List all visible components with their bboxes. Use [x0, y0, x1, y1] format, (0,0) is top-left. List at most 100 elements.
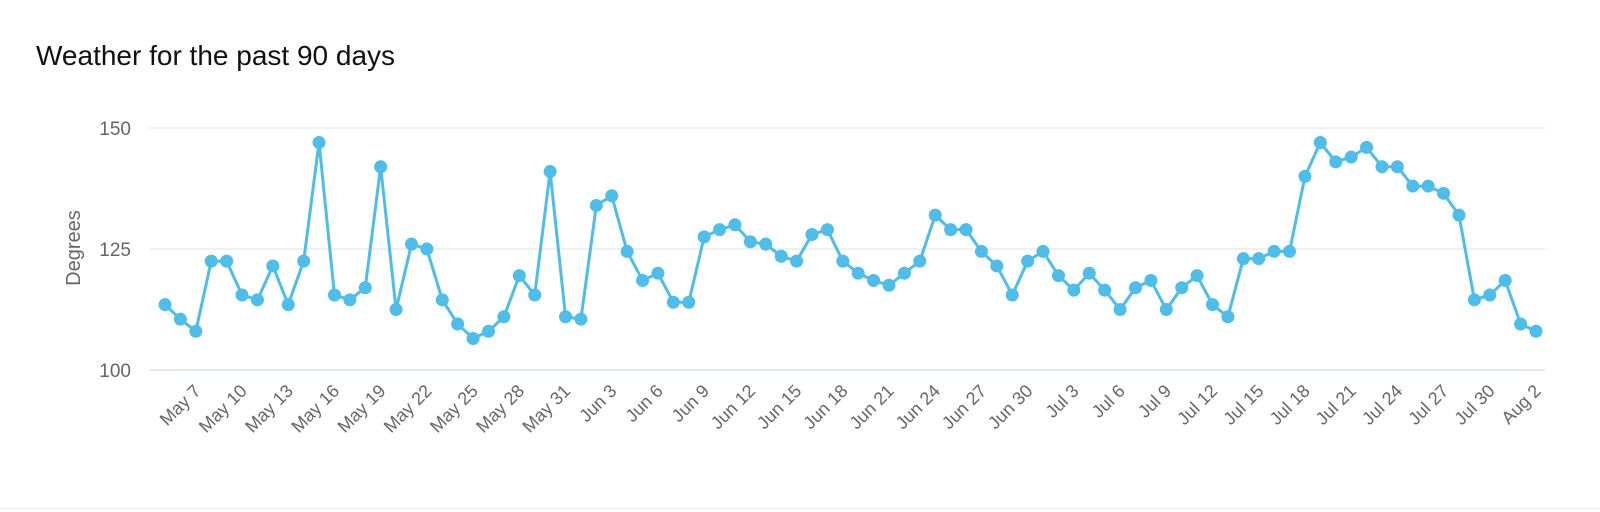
data-point[interactable]	[1283, 244, 1297, 258]
data-point[interactable]	[1051, 269, 1065, 283]
data-point[interactable]	[281, 298, 295, 312]
data-point[interactable]	[1190, 269, 1204, 283]
data-point[interactable]	[1529, 324, 1543, 338]
data-point[interactable]	[913, 254, 927, 268]
data-point[interactable]	[1452, 208, 1466, 222]
data-point[interactable]	[867, 273, 881, 287]
data-point[interactable]	[1175, 281, 1189, 295]
data-point[interactable]	[1344, 150, 1358, 164]
data-point[interactable]	[574, 312, 588, 326]
data-point[interactable]	[1252, 252, 1266, 266]
data-point[interactable]	[589, 198, 603, 212]
data-point[interactable]	[959, 223, 973, 237]
data-point[interactable]	[528, 288, 542, 302]
x-tick-label: Jul 21	[1312, 381, 1360, 429]
data-point[interactable]	[1236, 252, 1250, 266]
data-point[interactable]	[743, 235, 757, 249]
data-point[interactable]	[543, 165, 557, 179]
data-point[interactable]	[158, 298, 172, 312]
data-point[interactable]	[451, 317, 465, 331]
x-tick-label: Jun 15	[753, 381, 805, 433]
data-point[interactable]	[1128, 281, 1142, 295]
x-tick-label: May 13	[241, 381, 297, 437]
data-point[interactable]	[1082, 266, 1096, 280]
data-point[interactable]	[420, 242, 434, 256]
data-point[interactable]	[250, 293, 264, 307]
y-axis-label: Degrees	[63, 210, 85, 286]
data-point[interactable]	[327, 288, 341, 302]
data-point[interactable]	[1498, 273, 1512, 287]
data-point[interactable]	[343, 293, 357, 307]
data-point[interactable]	[512, 269, 526, 283]
x-tick-label: Jun 18	[799, 381, 851, 433]
data-point[interactable]	[1005, 288, 1019, 302]
data-point[interactable]	[944, 223, 958, 237]
data-point[interactable]	[1067, 283, 1081, 297]
data-point[interactable]	[1267, 244, 1281, 258]
data-point[interactable]	[374, 160, 388, 174]
data-point[interactable]	[404, 237, 418, 251]
data-point[interactable]	[1421, 179, 1435, 193]
data-point[interactable]	[1021, 254, 1035, 268]
data-point[interactable]	[836, 254, 850, 268]
data-point[interactable]	[435, 293, 449, 307]
data-point[interactable]	[1467, 293, 1481, 307]
data-point[interactable]	[928, 208, 942, 222]
data-point[interactable]	[1144, 273, 1158, 287]
data-point[interactable]	[559, 310, 573, 324]
data-point[interactable]	[897, 266, 911, 280]
data-point[interactable]	[220, 254, 234, 268]
data-point[interactable]	[1036, 244, 1050, 258]
y-axis-ticks: 100 125 150	[99, 119, 131, 382]
data-point[interactable]	[882, 278, 896, 292]
data-point[interactable]	[1406, 179, 1420, 193]
data-point[interactable]	[312, 136, 326, 150]
data-point[interactable]	[1375, 160, 1389, 174]
data-point[interactable]	[774, 249, 788, 263]
data-point[interactable]	[173, 312, 187, 326]
data-point[interactable]	[1360, 140, 1374, 154]
data-point[interactable]	[235, 288, 249, 302]
data-point[interactable]	[1390, 160, 1404, 174]
data-point[interactable]	[728, 218, 742, 232]
data-point[interactable]	[697, 230, 711, 244]
data-point[interactable]	[189, 324, 203, 338]
series-line-path	[163, 141, 1537, 341]
data-point[interactable]	[974, 244, 988, 258]
data-point[interactable]	[666, 295, 680, 309]
data-point[interactable]	[297, 254, 311, 268]
data-point[interactable]	[1514, 317, 1528, 331]
data-point[interactable]	[1298, 169, 1312, 183]
data-point[interactable]	[1113, 303, 1127, 316]
data-point[interactable]	[851, 266, 865, 280]
data-point[interactable]	[790, 254, 804, 268]
data-point[interactable]	[820, 223, 834, 237]
data-point[interactable]	[759, 237, 773, 251]
data-point[interactable]	[466, 332, 480, 346]
data-point[interactable]	[358, 281, 372, 295]
data-point[interactable]	[389, 303, 403, 316]
data-point[interactable]	[1098, 283, 1112, 297]
data-point[interactable]	[1221, 310, 1235, 324]
data-point[interactable]	[1437, 186, 1451, 200]
data-point[interactable]	[497, 310, 511, 324]
data-point[interactable]	[990, 259, 1004, 273]
data-point[interactable]	[1329, 155, 1343, 169]
data-point[interactable]	[620, 244, 634, 258]
data-point[interactable]	[1483, 288, 1497, 302]
chart-title: Weather for the past 90 days	[36, 40, 396, 71]
data-point[interactable]	[266, 259, 280, 273]
data-point[interactable]	[636, 273, 650, 287]
x-tick-label: Jul 15	[1219, 381, 1267, 429]
data-point[interactable]	[605, 189, 619, 203]
data-point[interactable]	[204, 254, 218, 268]
data-point[interactable]	[682, 295, 696, 309]
x-tick-label: Jul 9	[1134, 381, 1175, 422]
data-point[interactable]	[713, 223, 727, 237]
data-point[interactable]	[651, 266, 665, 280]
data-point[interactable]	[1159, 303, 1173, 316]
data-point[interactable]	[481, 324, 495, 338]
data-point[interactable]	[1206, 298, 1220, 312]
data-point[interactable]	[805, 227, 819, 241]
data-point[interactable]	[1313, 136, 1327, 150]
